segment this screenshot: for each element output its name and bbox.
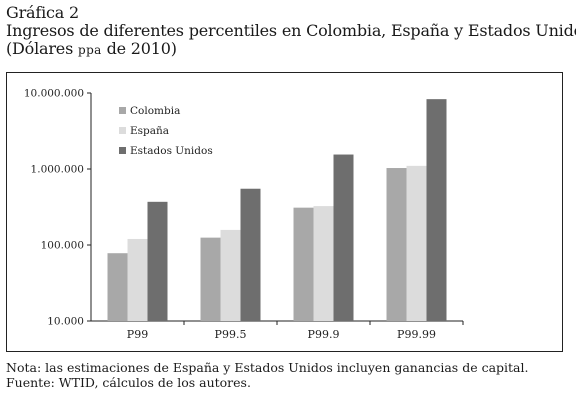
legend-swatch xyxy=(119,147,126,154)
chart-frame: 10.000 100.000 1.000.000 10.000.000 P99 P99.5… xyxy=(6,72,563,352)
figure-header: Gráfica 2 Ingresos de diferentes percent… xyxy=(6,3,576,59)
bar-1-1 xyxy=(220,229,241,321)
bar-0-1 xyxy=(127,238,148,321)
y-tick-label: 10.000.000 xyxy=(24,88,84,100)
source-text: Fuente: WTID, cálculos de los autores. xyxy=(6,375,251,390)
x-tick-label: P99 xyxy=(127,328,148,341)
bar-2-1 xyxy=(313,206,334,321)
legend-swatch xyxy=(119,107,126,114)
subtitle-unit: ppa xyxy=(77,43,102,57)
x-tick-label: P99.99 xyxy=(397,328,436,341)
bar-0-2 xyxy=(147,201,168,321)
legend-label: España xyxy=(130,125,169,137)
bar-3-2 xyxy=(426,99,447,322)
bar-chart: 10.000 100.000 1.000.000 10.000.000 P99 P99.5… xyxy=(24,88,464,341)
bar-1-0 xyxy=(200,237,221,321)
legend-swatch xyxy=(119,127,126,134)
figure-title: Ingresos de diferentes percentiles en Co… xyxy=(6,21,576,40)
x-tick-label: P99.5 xyxy=(215,328,247,341)
subtitle-open: (Dólares xyxy=(6,39,78,58)
legend-label: Colombia xyxy=(130,105,180,117)
subtitle-close: de 2010) xyxy=(101,39,177,58)
bar-3-0 xyxy=(386,168,407,321)
legend-label: Estados Unidos xyxy=(130,145,213,157)
y-tick-label: 10.000 xyxy=(47,316,84,328)
figure-notes: Nota: las estimaciones de España y Estad… xyxy=(6,360,528,390)
figure-label: Gráfica 2 xyxy=(6,3,79,22)
bar-3-1 xyxy=(406,165,427,321)
bar-2-0 xyxy=(293,207,314,321)
y-tick-label: 1.000.000 xyxy=(31,164,84,176)
bar-2-2 xyxy=(333,154,354,321)
figure-subtitle: (Dólares ppa de 2010) xyxy=(6,40,572,59)
note-text: Nota: las estimaciones de España y Estad… xyxy=(6,360,529,375)
bar-1-2 xyxy=(240,188,261,321)
bar-0-0 xyxy=(107,253,128,321)
x-tick-label: P99.9 xyxy=(308,328,340,341)
y-tick-label: 100.000 xyxy=(41,240,84,252)
